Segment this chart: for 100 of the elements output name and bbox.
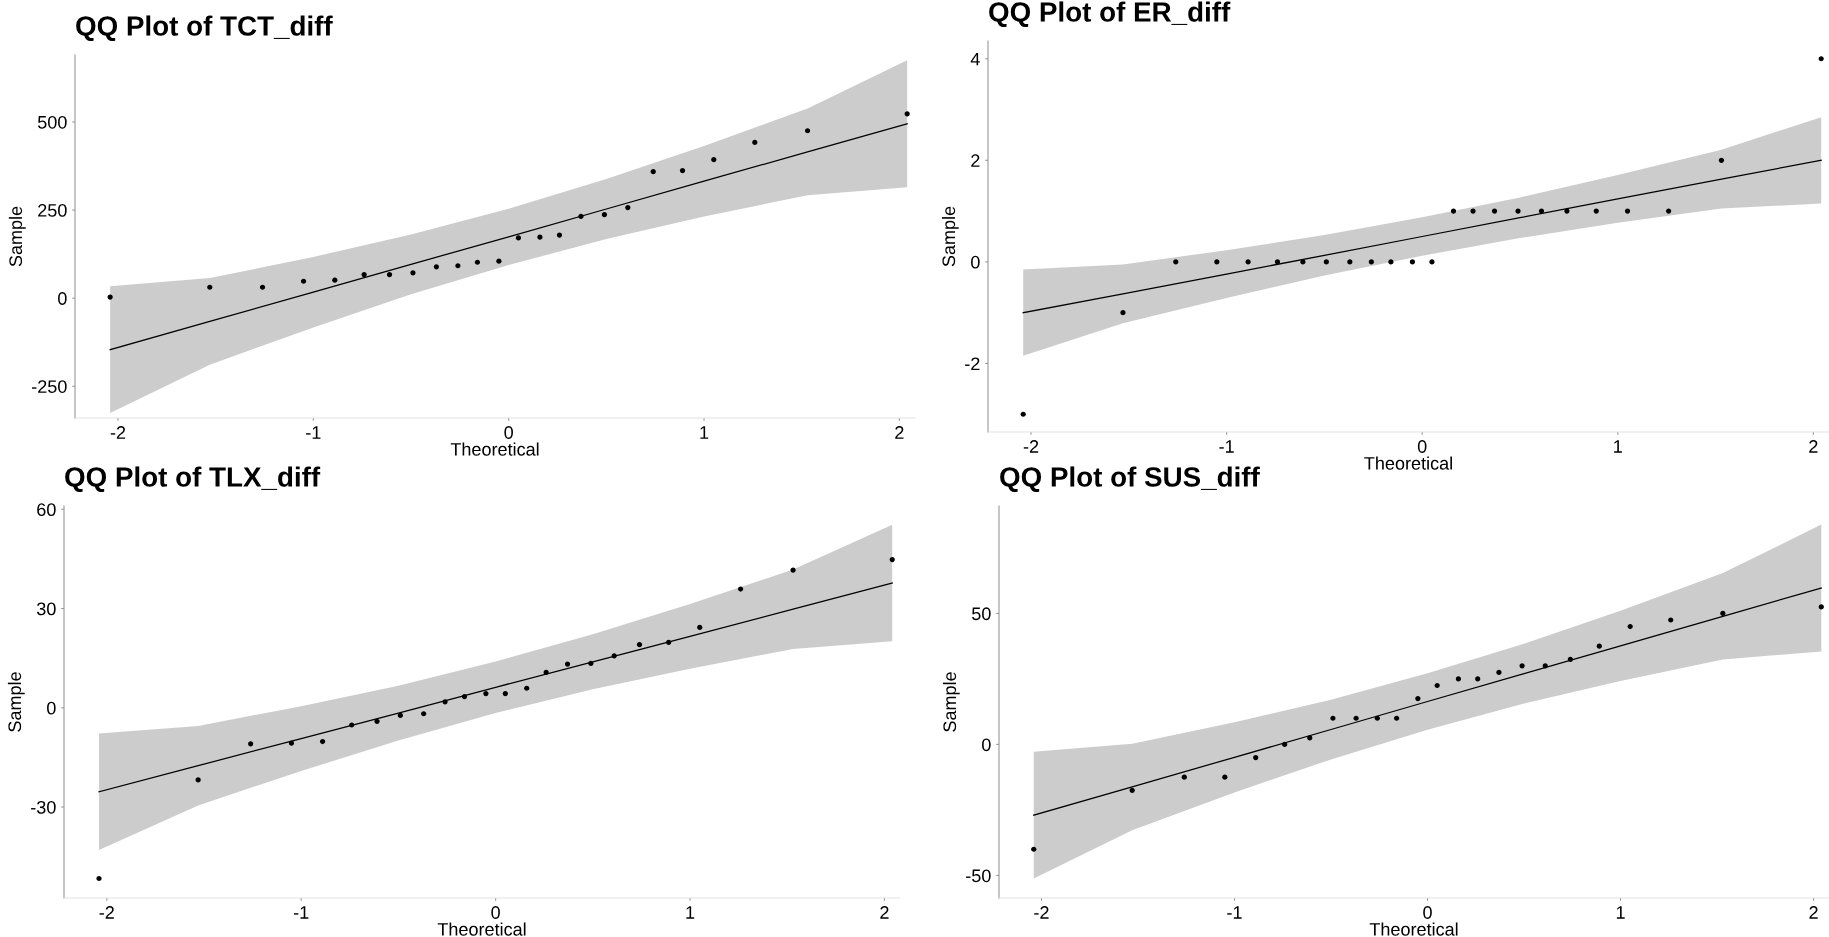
- point: [461, 693, 468, 700]
- point: [1020, 411, 1026, 417]
- line-series: [1022, 159, 1822, 314]
- y-tick-label: -30: [31, 800, 56, 814]
- point: [1429, 259, 1435, 265]
- point: [1129, 787, 1135, 793]
- point: [1567, 656, 1573, 662]
- point: [1415, 695, 1421, 702]
- x-tick-label: -2: [99, 906, 114, 919]
- point: [455, 263, 461, 269]
- point: [611, 653, 617, 659]
- x-tick-label: 2: [895, 426, 904, 439]
- point: [349, 722, 355, 728]
- point: [474, 259, 481, 265]
- x-tick-label: 0: [1417, 440, 1427, 453]
- point: [207, 284, 213, 290]
- x-axis-title: Theoretical: [1369, 922, 1458, 936]
- x-tick-label: 0: [491, 906, 500, 919]
- point: [374, 718, 380, 724]
- point: [1353, 715, 1359, 721]
- point: [421, 711, 427, 717]
- chart-title: QQ Plot of TCT_diff: [76, 15, 333, 42]
- y-tick-label: 0: [58, 292, 67, 305]
- x-tick-label: 1: [1616, 906, 1625, 919]
- x-axis-title: Theoretical: [437, 922, 526, 936]
- point: [711, 157, 717, 163]
- y-axis-title: Sample: [7, 672, 25, 732]
- point: [1718, 157, 1725, 163]
- y-tick-label: 500: [37, 115, 67, 129]
- point: [1222, 774, 1228, 780]
- line-series: [98, 582, 893, 793]
- point: [1668, 617, 1674, 623]
- point: [442, 699, 448, 705]
- point: [537, 234, 543, 240]
- point: [410, 270, 416, 276]
- point: [1515, 208, 1521, 214]
- point: [543, 669, 549, 675]
- point: [1818, 56, 1824, 62]
- line-series: [1033, 587, 1822, 816]
- point: [332, 277, 338, 283]
- point: [1031, 846, 1037, 852]
- point: [588, 660, 594, 667]
- point: [96, 875, 102, 882]
- point: [1434, 682, 1440, 689]
- point: [1181, 774, 1187, 780]
- point: [636, 642, 643, 648]
- point: [1368, 259, 1374, 265]
- y-tick-label: 0: [982, 738, 991, 752]
- x-tick-label: -2: [110, 426, 126, 439]
- point: [679, 168, 686, 174]
- y-tick-label: 50: [972, 607, 991, 621]
- x-tick-label: 2: [880, 906, 889, 919]
- point: [248, 741, 254, 747]
- point: [666, 639, 672, 645]
- point: [625, 205, 631, 211]
- point: [1624, 208, 1631, 214]
- x-tick-label: -1: [1219, 440, 1234, 453]
- y-tick-label: -50: [966, 869, 991, 883]
- point: [904, 111, 910, 117]
- point: [1214, 259, 1220, 265]
- point: [195, 777, 201, 783]
- y-axis-title: Sample: [942, 672, 960, 732]
- x-tick-label: -2: [1023, 440, 1039, 453]
- x-tick-label: -1: [1227, 906, 1242, 919]
- point: [1538, 208, 1545, 214]
- x-tick-label: 1: [700, 426, 709, 439]
- point: [1564, 208, 1570, 214]
- chart-title: QQ Plot of ER_diff: [989, 1, 1231, 28]
- point: [1274, 259, 1281, 265]
- point: [1374, 715, 1380, 721]
- point: [1388, 259, 1394, 265]
- x-axis-title: Theoretical: [450, 442, 539, 456]
- point: [1394, 715, 1400, 721]
- point: [259, 284, 266, 290]
- y-tick-label: 60: [37, 503, 56, 517]
- y-tick-label: -250: [32, 380, 67, 393]
- x-tick-label: -1: [306, 426, 321, 439]
- point: [386, 271, 393, 278]
- point: [496, 258, 502, 264]
- point: [1120, 310, 1126, 316]
- point: [1720, 610, 1726, 617]
- point: [483, 690, 489, 697]
- point: [1245, 259, 1251, 265]
- x-tick-label: 0: [1423, 906, 1432, 919]
- point: [319, 738, 326, 745]
- point: [1596, 643, 1602, 649]
- point: [288, 740, 295, 746]
- point: [1593, 208, 1599, 214]
- point: [601, 212, 607, 218]
- point: [1475, 676, 1481, 682]
- point: [433, 264, 439, 270]
- point: [107, 294, 113, 300]
- point: [1666, 208, 1672, 214]
- point: [697, 624, 703, 630]
- point: [1253, 754, 1259, 761]
- point: [1519, 663, 1525, 669]
- point: [752, 139, 758, 145]
- point: [737, 586, 744, 592]
- point: [1282, 741, 1288, 748]
- x-axis-title: Theoretical: [1364, 456, 1452, 470]
